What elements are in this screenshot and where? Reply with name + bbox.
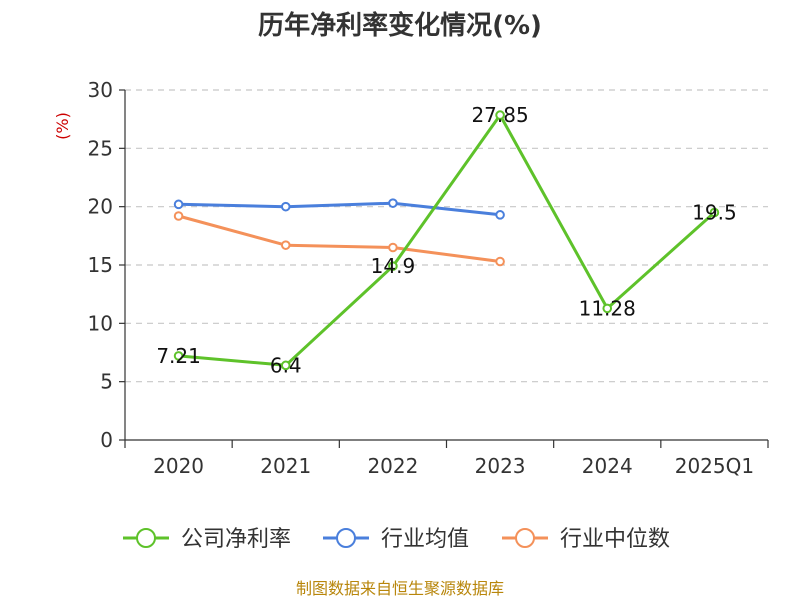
x-tick-label-2021: 2021: [260, 454, 311, 478]
legend-label-1: 行业均值: [381, 527, 469, 552]
point-0-5: [709, 207, 720, 218]
point-2-1: [280, 240, 291, 250]
legend-label-0: 公司净利率: [181, 527, 291, 552]
series-lines: [173, 110, 720, 371]
series-2: [173, 211, 505, 267]
point-2-2: [388, 242, 398, 253]
data-label-0-2: 14.9: [371, 254, 416, 278]
series-1: [173, 198, 505, 220]
y-tick-label-25: 25: [88, 136, 113, 160]
x-tick-label-2025Q1: 2025Q1: [675, 454, 754, 478]
point-2-0: [173, 211, 184, 221]
x-tick-label-2020: 2020: [153, 454, 204, 478]
data-label-0-3: 27.85: [471, 103, 528, 127]
y-tick-label-5: 5: [100, 370, 113, 394]
legend-marker-0: [136, 528, 156, 548]
legend: 公司净利率 行业均值 行业中位数: [123, 527, 670, 552]
point-0-3: [495, 110, 505, 120]
x-tick-label-2023: 2023: [475, 454, 526, 478]
data-label-0-5: 19.5: [692, 201, 737, 225]
point-0-4: [602, 303, 613, 314]
data-labels: 7.21 6.4 14.9 27.85 11.28 19.5: [156, 103, 736, 377]
point-0-1: [280, 360, 291, 371]
legend-item-2: 行业中位数: [502, 527, 670, 552]
axes: [119, 89, 769, 448]
y-tick-label-20: 20: [88, 195, 113, 219]
series-line-2: [178, 214, 501, 263]
y-axis-unit: (%): [53, 112, 72, 140]
data-label-0-1: 6.4: [270, 353, 302, 377]
legend-item-1: 行业均值: [323, 527, 469, 552]
point-2-3: [495, 256, 505, 267]
data-label-0-4: 11.28: [579, 296, 636, 320]
point-1-3: [495, 210, 505, 220]
series-0: [173, 110, 720, 371]
legend-label-2: 行业中位数: [560, 527, 670, 552]
legend-marker-1: [336, 528, 356, 548]
x-tick-label-2022: 2022: [367, 454, 418, 478]
point-1-2: [388, 198, 398, 208]
legend-marker-2: [515, 528, 535, 548]
x-tick-labels: 2020 2021 2022 2023 2024 2025Q1: [153, 454, 754, 478]
y-tick-label-0: 0: [100, 428, 113, 452]
data-label-0-0: 7.21: [156, 344, 201, 368]
point-1-0: [173, 199, 184, 210]
point-0-0: [173, 351, 184, 361]
grid-lines: [125, 89, 768, 383]
series-line-0: [178, 113, 716, 367]
y-tick-labels: 0 5 10 15 20 25 30: [88, 78, 113, 452]
legend-item-0: 公司净利率: [123, 527, 291, 552]
y-tick-label-15: 15: [88, 253, 113, 277]
source-note: 制图数据来自恒生聚源数据库: [296, 579, 504, 598]
chart-title: 历年净利率变化情况(%): [258, 10, 542, 41]
point-1-1: [280, 201, 291, 212]
series-line-1: [178, 201, 501, 217]
point-0-2: [388, 261, 398, 271]
x-tick-label-2024: 2024: [582, 454, 633, 478]
y-tick-label-10: 10: [88, 311, 113, 335]
y-tick-label-30: 30: [88, 78, 113, 102]
